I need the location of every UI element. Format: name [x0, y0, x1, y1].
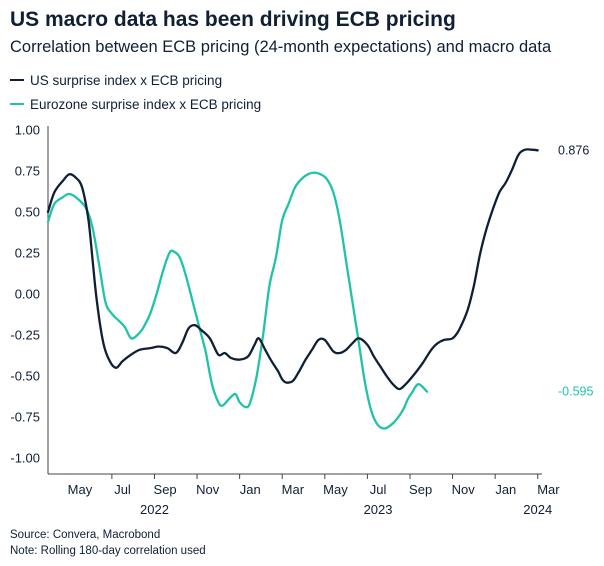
chart-subtitle: Correlation between ECB pricing (24-mont…	[10, 38, 552, 56]
y-tick-label: 0.00	[15, 287, 40, 302]
y-tick-label: -0.75	[10, 410, 40, 425]
y-tick-label: -1.00	[10, 451, 40, 466]
y-tick-label: 0.25	[15, 246, 40, 261]
line-chart: 1.00 0.75 0.50 0.25 0.00 -0.25 -0.50 -0.75 -1.00…	[10, 123, 593, 518]
source-note: Source: Convera, Macrobond	[10, 529, 161, 541]
series-line-eurozone	[46, 171, 429, 430]
x-tick-label: Sep	[409, 482, 432, 497]
y-tick-label: -0.25	[10, 328, 40, 343]
x-tick-label: Mar	[282, 482, 305, 497]
y-tick-label: 0.75	[15, 164, 40, 179]
chart-title: US macro data has been driving ECB prici…	[10, 8, 456, 31]
x-tick-label: Sep	[154, 482, 177, 497]
end-label-eurozone: -0.595	[558, 385, 593, 399]
x-tick-label: Jul	[114, 482, 131, 497]
legend-swatch-us	[10, 78, 24, 82]
legend-label-ez: Eurozone surprise index x ECB pricing	[30, 96, 262, 112]
x-tick-label: Nov	[452, 482, 476, 497]
legend-swatch-ez	[10, 102, 24, 106]
x-tick-label: Nov	[196, 482, 220, 497]
legend: US surprise index x ECB pricing Eurozone…	[10, 68, 261, 116]
series-line-us	[46, 148, 539, 391]
y-tick-label: 1.00	[15, 123, 40, 138]
legend-item-us: US surprise index x ECB pricing	[10, 68, 261, 92]
end-label-us: 0.876	[558, 143, 589, 157]
footer: Source: Convera, Macrobond Note: Rolling…	[10, 527, 206, 559]
x-tick-label: Jan	[495, 482, 516, 497]
x-tick-label: May	[68, 482, 93, 497]
legend-label-us: US surprise index x ECB pricing	[30, 72, 223, 88]
y-tick-label: -0.50	[10, 369, 40, 384]
method-note: Note: Rolling 180-day correlation used	[10, 545, 206, 557]
x-tick-label: May	[323, 482, 348, 497]
x-year-label: 2022	[140, 502, 169, 517]
legend-item-ez: Eurozone surprise index x ECB pricing	[10, 92, 261, 116]
y-tick-label: 0.50	[15, 205, 40, 220]
x-tick-label: Jan	[240, 482, 261, 497]
x-tick-label: Mar	[537, 482, 560, 497]
x-tick-label: Jul	[370, 482, 387, 497]
x-year-label: 2024	[523, 502, 552, 517]
x-year-label: 2023	[364, 502, 393, 517]
